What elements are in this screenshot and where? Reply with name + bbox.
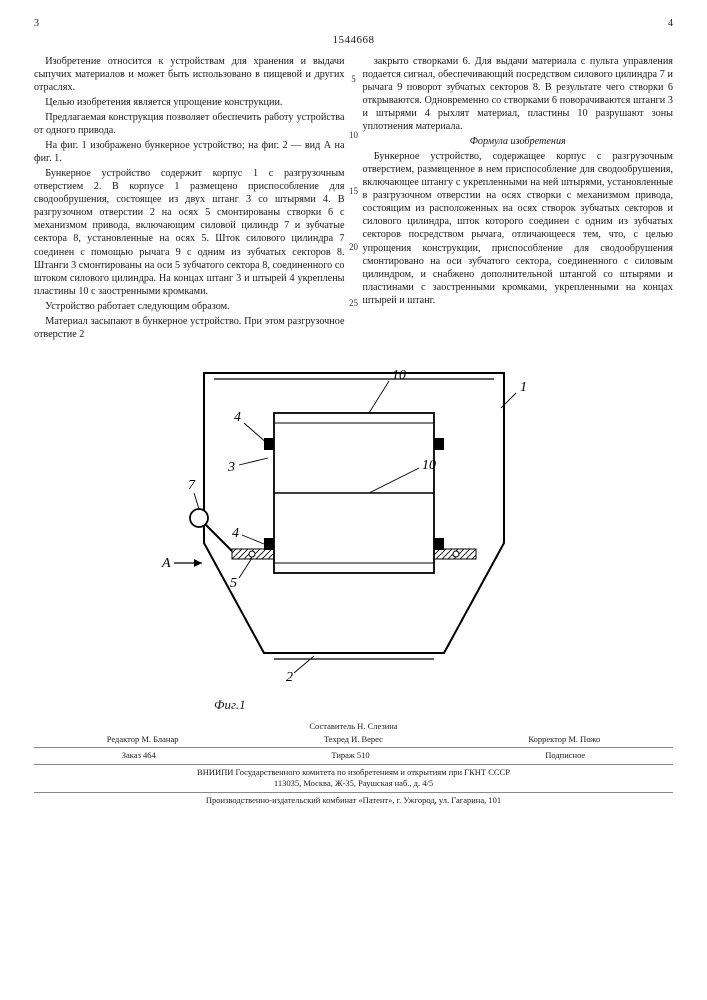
compiler: Составитель Н. Слезина	[34, 721, 673, 732]
paragraph: Бункерное устройство, содержащее корпус …	[363, 150, 674, 307]
paragraph: Целью изобретения является упрощение кон…	[34, 96, 345, 109]
ref-label: 5	[230, 576, 237, 591]
figure-1: 1 2 3 4 5 7 10 10 А 4 Фиг.1	[34, 353, 673, 714]
line-number: 5	[347, 74, 361, 86]
ref-label: 10	[392, 368, 406, 383]
ref-label: 4	[234, 410, 241, 425]
corrector: Корректор М. Пожо	[528, 734, 600, 745]
line-number: 15	[347, 186, 361, 198]
patent-number: 1544668	[34, 33, 673, 47]
paragraph: Устройство работает следующим образом.	[34, 300, 345, 313]
paragraph: Предлагаемая конструкция позволяет обесп…	[34, 111, 345, 137]
page-header: 3 4	[34, 18, 673, 31]
org-line: 113035, Москва, Ж-35, Раушская наб., д. …	[34, 778, 673, 789]
page-num-left: 3	[34, 18, 39, 31]
org-line: ВНИИПИ Государственного комитета по изоб…	[34, 767, 673, 778]
paragraph: закрыто створками 6. Для выдачи материал…	[363, 55, 674, 133]
paragraph: Бункерное устройство содержит корпус 1 с…	[34, 167, 345, 297]
page-num-right: 4	[668, 18, 673, 31]
right-column: закрыто створками 6. Для выдачи материал…	[363, 55, 674, 343]
editor: Редактор М. Бланар	[107, 734, 179, 745]
figure-caption: Фиг.1	[214, 697, 673, 714]
tirazh: Тираж 510	[331, 750, 369, 761]
ref-label: 7	[188, 478, 196, 493]
ref-label: 3	[227, 460, 235, 475]
org-line: Производственно-издательский комбинат «П…	[34, 795, 673, 806]
paragraph: Изобретение относится к устройствам для …	[34, 55, 345, 94]
order: Заказ 464	[122, 750, 156, 761]
line-number: 25	[347, 298, 361, 310]
bunker-diagram: 1 2 3 4 5 7 10 10 А 4	[144, 353, 564, 693]
formula-title: Формула изобретения	[363, 135, 674, 148]
ref-label: 10	[422, 458, 436, 473]
subscr: Подписное	[545, 750, 585, 761]
ref-label: А	[161, 556, 171, 571]
ref-label: 1	[520, 380, 527, 395]
imprint-footer: Составитель Н. Слезина Редактор М. Блана…	[34, 721, 673, 806]
ref-label: 4	[232, 526, 239, 541]
line-number: 10	[347, 130, 361, 142]
paragraph: Материал засыпают в бункерное устройство…	[34, 315, 345, 341]
paragraph: На фиг. 1 изображено бункерное устройств…	[34, 139, 345, 165]
left-column: Изобретение относится к устройствам для …	[34, 55, 345, 343]
line-number: 20	[347, 242, 361, 254]
tech: Техред И. Верес	[324, 734, 383, 745]
ref-label: 2	[286, 670, 293, 685]
patent-page: 3 4 1544668 5 10 15 20 25 Изобретение от…	[0, 0, 707, 1000]
